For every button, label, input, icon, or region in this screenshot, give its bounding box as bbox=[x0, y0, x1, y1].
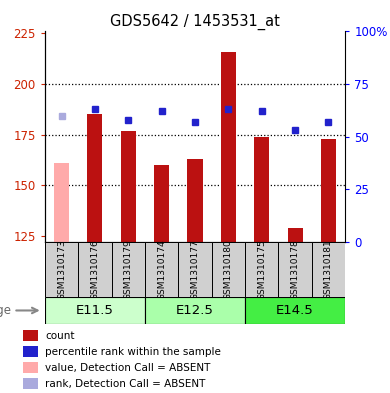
Bar bbox=[54, 163, 69, 242]
Bar bbox=[154, 165, 169, 242]
Bar bbox=[278, 242, 312, 297]
Text: GSM1310173: GSM1310173 bbox=[57, 239, 66, 299]
Bar bbox=[23, 378, 37, 389]
Bar bbox=[121, 130, 136, 242]
Text: rank, Detection Call = ABSENT: rank, Detection Call = ABSENT bbox=[45, 378, 205, 389]
Bar bbox=[188, 159, 202, 242]
Bar bbox=[87, 114, 103, 242]
Text: value, Detection Call = ABSENT: value, Detection Call = ABSENT bbox=[45, 363, 210, 373]
Bar bbox=[221, 51, 236, 242]
Bar bbox=[245, 242, 278, 297]
Text: GSM1310176: GSM1310176 bbox=[90, 239, 99, 299]
Bar bbox=[212, 242, 245, 297]
Text: age: age bbox=[0, 304, 11, 317]
Text: GSM1310181: GSM1310181 bbox=[324, 239, 333, 299]
Bar bbox=[245, 297, 345, 324]
Text: GSM1310175: GSM1310175 bbox=[257, 239, 266, 299]
Text: E14.5: E14.5 bbox=[276, 304, 314, 317]
Bar bbox=[23, 346, 37, 357]
Bar bbox=[178, 242, 212, 297]
Text: GSM1310178: GSM1310178 bbox=[291, 239, 300, 299]
Text: E12.5: E12.5 bbox=[176, 304, 214, 317]
Bar bbox=[112, 242, 145, 297]
Bar bbox=[23, 330, 37, 341]
Bar bbox=[45, 242, 78, 297]
Text: GSM1310174: GSM1310174 bbox=[157, 239, 166, 299]
Text: GSM1310179: GSM1310179 bbox=[124, 239, 133, 299]
Bar bbox=[145, 297, 245, 324]
Text: count: count bbox=[45, 331, 74, 341]
Bar bbox=[145, 242, 178, 297]
Text: GSM1310177: GSM1310177 bbox=[190, 239, 200, 299]
Text: percentile rank within the sample: percentile rank within the sample bbox=[45, 347, 221, 356]
Bar bbox=[287, 228, 303, 242]
Bar bbox=[254, 136, 269, 242]
Text: GSM1310180: GSM1310180 bbox=[224, 239, 233, 299]
Bar bbox=[23, 362, 37, 373]
Text: E11.5: E11.5 bbox=[76, 304, 114, 317]
Title: GDS5642 / 1453531_at: GDS5642 / 1453531_at bbox=[110, 14, 280, 30]
Bar bbox=[45, 297, 145, 324]
Bar bbox=[321, 139, 336, 242]
Bar bbox=[78, 242, 112, 297]
Bar bbox=[312, 242, 345, 297]
